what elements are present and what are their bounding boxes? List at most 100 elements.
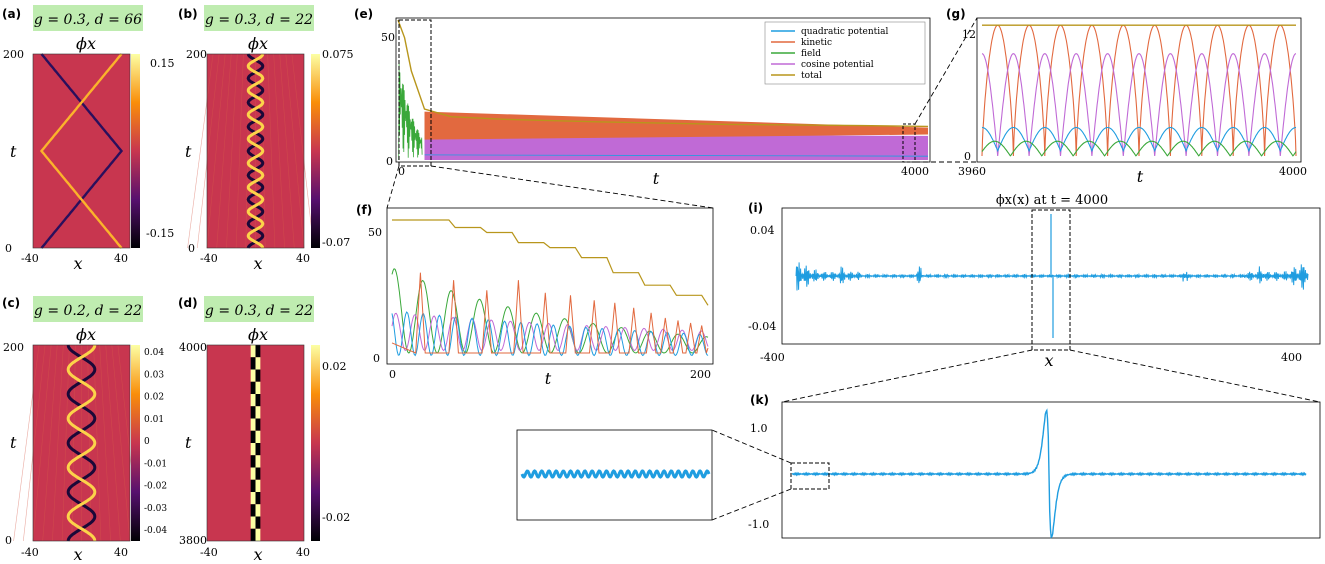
x-axis-label: x — [253, 254, 262, 273]
oscillation-cell — [255, 381, 261, 394]
x-tick: -40 — [200, 546, 218, 559]
y-tick: 0 — [373, 352, 380, 365]
heatmap-a — [32, 53, 131, 249]
x-tick: 40 — [114, 252, 128, 265]
radiation-streak — [285, 53, 305, 249]
radiation-streak — [273, 53, 285, 249]
connector-e-g — [914, 17, 978, 125]
heatmap-frame — [32, 344, 131, 542]
x-axis-label: x — [73, 545, 82, 564]
x-axis-label: x — [73, 254, 82, 273]
oscillation-cell — [255, 516, 261, 529]
oscillation-cell — [250, 443, 256, 456]
cbar-tick: -0.03 — [144, 504, 167, 514]
y-axis-label: t — [185, 142, 192, 161]
y-tick: 0 — [188, 242, 195, 255]
y-tick: 200 — [3, 48, 24, 61]
oscillation-cell — [255, 394, 261, 407]
y-tick: -0.04 — [748, 320, 776, 333]
y-tick: 200 — [186, 48, 207, 61]
kink-trajectory — [40, 53, 124, 249]
radiation-streak — [187, 53, 214, 249]
x-tick: 0 — [398, 165, 405, 178]
heatmap-title-a: ϕx — [76, 34, 96, 53]
oscillation-cell — [255, 492, 261, 505]
panel-label-a: (a) — [2, 7, 21, 21]
series-total — [397, 19, 929, 128]
param-tag-bg — [204, 5, 314, 31]
legend-entry: total — [801, 71, 822, 81]
panel-label-i: (k) — [750, 393, 769, 407]
panel-k — [516, 429, 713, 521]
radiation-streak — [99, 344, 111, 542]
bound-state-trajectory — [246, 53, 265, 249]
x-tick: 40 — [296, 252, 310, 265]
x-tick: 4000 — [901, 165, 929, 178]
oscillation-cell — [255, 504, 261, 517]
field-line — [520, 469, 711, 479]
oscillation-cell — [250, 394, 256, 407]
legend: quadratic potential kinetic field cosine… — [764, 21, 926, 85]
panel-a: (a) g = 0.3, d = 66 ϕx 0.15 -0.15 200 0 … — [2, 5, 175, 273]
connector-e-f — [386, 165, 400, 209]
series-kinetic — [424, 111, 928, 140]
oscillation-cell — [255, 357, 261, 370]
cbar-tick: 0.03 — [144, 370, 164, 380]
radiation-streak — [42, 344, 58, 542]
x-tick: 0 — [389, 368, 396, 381]
radiation-streak — [267, 53, 276, 249]
y-tick: 0 — [5, 242, 12, 255]
panel-d: (d) g = 0.3, d = 22 ϕx 0.02 -0.02 4000 3… — [178, 296, 350, 564]
y-tick: 0.04 — [750, 224, 775, 237]
bound-state-trajectory — [66, 344, 97, 542]
connector-h-i — [781, 349, 1033, 403]
energy-series-f — [391, 219, 709, 357]
zoom-connectors — [386, 17, 1321, 521]
heatmap-frame — [206, 53, 305, 249]
oscillation-cell — [255, 406, 261, 419]
panel-b: (b) g = 0.3, d = 22 ϕx 0.075 -0.07 200 0… — [178, 5, 354, 273]
series-kinetic — [391, 272, 709, 354]
y-tick: 3800 — [179, 534, 207, 547]
heatmap-frame — [32, 53, 131, 249]
connector-e-f — [430, 165, 714, 209]
field-line — [795, 262, 1309, 291]
series-kinetic — [981, 24, 1297, 157]
y-tick: 0 — [386, 155, 393, 168]
cbar-tick: 0.01 — [144, 415, 164, 425]
heatmap-title-b: ϕx — [248, 34, 268, 53]
oscillation-cell — [255, 369, 261, 382]
panel-i: (k) 1.0 -1.0 — [748, 393, 1321, 539]
series-cosine-potential — [424, 134, 928, 160]
panel-label-e: (e) — [354, 7, 373, 21]
oscillation-cell — [250, 467, 256, 480]
x-axis-label: t — [1137, 167, 1144, 186]
x-axis-label: x — [253, 545, 262, 564]
cbar-tick: -0.01 — [144, 459, 167, 469]
x-tick: -40 — [21, 252, 39, 265]
oscillation-cell — [250, 369, 256, 382]
oscillation-cell — [250, 479, 256, 492]
radiation-streak — [197, 53, 220, 249]
oscillation-cell — [250, 455, 256, 468]
x-tick: -40 — [21, 546, 39, 559]
connector-h-i — [1069, 349, 1321, 403]
oscillation-cell — [250, 345, 256, 358]
heatmap-background — [33, 54, 130, 248]
radiation-streak — [32, 344, 52, 542]
radiation-streak — [23, 344, 46, 542]
legend-entry: field — [801, 49, 821, 59]
x-tick: -40 — [200, 252, 218, 265]
heatmap-c — [13, 344, 140, 542]
y-tick: 12 — [962, 28, 976, 41]
panel-h: (i) ϕx(x) at t = 4000 0.04 -0.04 -400 40… — [748, 193, 1321, 370]
legend-entry: kinetic — [801, 38, 832, 48]
oscillation-cell — [250, 504, 256, 517]
oscillation-cell — [250, 430, 256, 443]
heatmap-b — [187, 53, 314, 249]
radiation-streak — [291, 53, 314, 249]
colorbar-ticks-c: 0.04 0.03 0.02 0.01 0 -0.01 -0.02 -0.03 -0.04 — [144, 348, 167, 536]
field-zoom-k — [520, 469, 711, 479]
panel-g: (g) 12 0 3960 4000 t — [946, 7, 1307, 186]
